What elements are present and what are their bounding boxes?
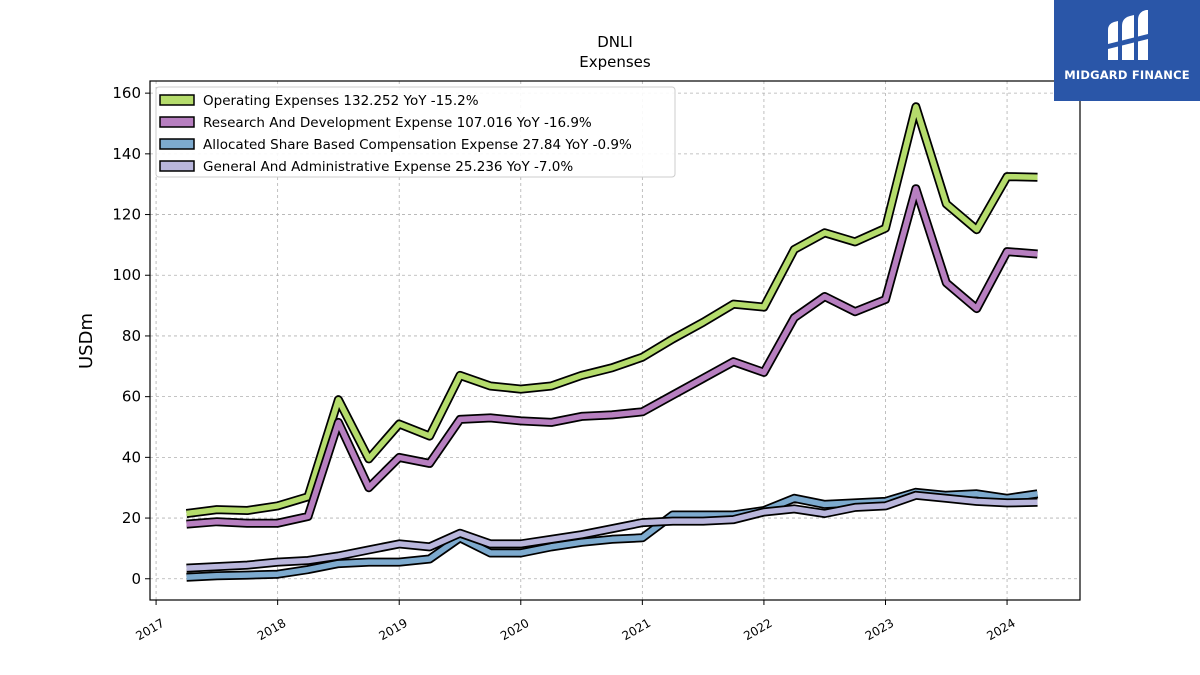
legend-label: Operating Expenses 132.252 YoY -15.2% <box>203 93 479 109</box>
legend-swatch <box>159 94 195 106</box>
legend-label: Allocated Share Based Compensation Expen… <box>203 137 632 153</box>
legend-label: Research And Development Expense 107.016… <box>203 115 592 131</box>
x-tick-label: 2021 <box>620 616 653 643</box>
legend-label: General And Administrative Expense 25.23… <box>203 159 573 175</box>
plot-frame <box>149 80 1081 601</box>
legend-box <box>155 86 676 178</box>
legend-swatch <box>159 116 195 128</box>
y-tick-label: 60 <box>122 388 141 406</box>
y-tick-label: 100 <box>112 266 141 284</box>
x-tick-label: 2020 <box>498 616 531 643</box>
x-tick-label: 2023 <box>863 616 896 643</box>
x-tick-label: 2019 <box>376 616 409 643</box>
series-0-line <box>185 102 1038 518</box>
y-tick-label: 80 <box>122 327 141 345</box>
logo-mark-icon <box>1108 10 1148 60</box>
x-tick-label: 2017 <box>133 616 166 643</box>
y-axis-label: USDm <box>76 313 97 369</box>
series-0-stroke <box>186 104 1038 517</box>
y-tick-label: 120 <box>112 206 141 224</box>
y-tick-label: 140 <box>112 145 141 163</box>
y-tick-label: 160 <box>112 84 141 102</box>
series-1-line <box>186 184 1038 529</box>
x-tick-label: 2022 <box>741 616 774 643</box>
legend: Operating Expenses 132.252 YoY -15.2% Res… <box>155 86 676 178</box>
series-lines <box>185 102 1039 582</box>
series-1-stroke <box>186 185 1038 527</box>
y-tick-label: 20 <box>122 509 141 527</box>
midgard-finance-logo: MIDGARD FINANCE <box>1054 0 1200 101</box>
chart-subtitle: Expenses <box>579 53 651 71</box>
chart-title: DNLI <box>597 33 633 51</box>
y-tick-label: 0 <box>131 570 141 588</box>
x-tick-label: 2018 <box>255 616 288 643</box>
legend-swatch <box>159 160 195 172</box>
legend-swatch <box>159 138 195 150</box>
logo-text: MIDGARD FINANCE <box>1064 68 1190 82</box>
series-3-line <box>186 490 1038 573</box>
x-tick-label: 2024 <box>984 616 1017 643</box>
y-tick-label: 40 <box>122 448 141 466</box>
series-3-stroke <box>186 492 1038 571</box>
